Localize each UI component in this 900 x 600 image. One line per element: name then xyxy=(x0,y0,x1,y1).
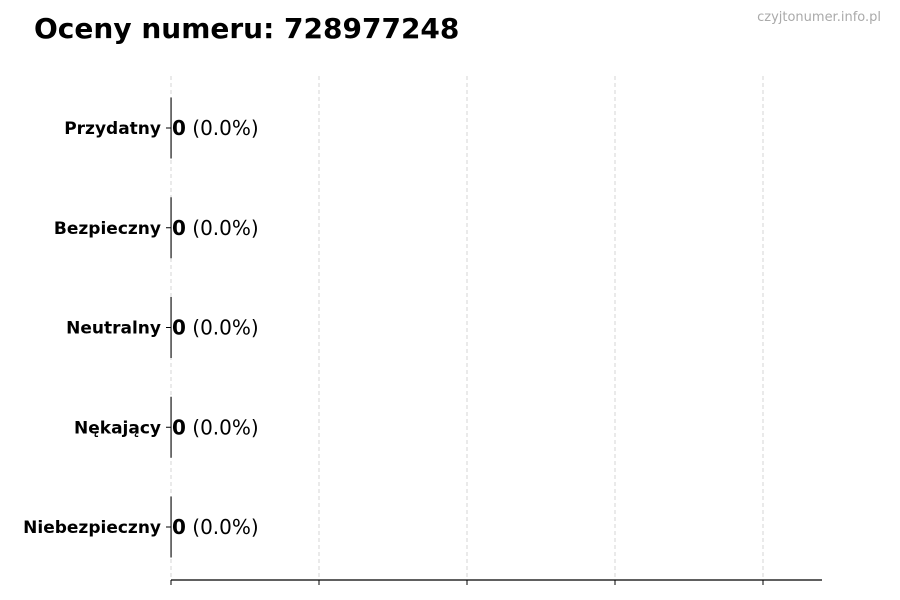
watermark: czyjtonumer.info.pl xyxy=(757,10,881,25)
data-label-value: 0 xyxy=(172,515,186,539)
y-tick-label: Bezpieczny xyxy=(54,219,161,239)
y-tick-label: Neutralny xyxy=(66,319,161,339)
data-label: 0 (0.0%) xyxy=(172,515,259,539)
data-label: 0 (0.0%) xyxy=(172,116,259,140)
data-label-percent: (0.0%) xyxy=(186,515,259,539)
data-label-value: 0 xyxy=(172,316,186,340)
data-label: 0 (0.0%) xyxy=(172,415,259,439)
data-label-percent: (0.0%) xyxy=(186,316,259,340)
data-label-percent: (0.0%) xyxy=(186,415,259,439)
data-label-value: 0 xyxy=(172,415,186,439)
data-label-value: 0 xyxy=(172,116,186,140)
chart-title: Oceny numeru: 728977248 xyxy=(34,12,460,45)
y-tick-label: Nękający xyxy=(74,418,161,438)
data-label-value: 0 xyxy=(172,216,186,240)
data-label: 0 (0.0%) xyxy=(172,316,259,340)
data-label-percent: (0.0%) xyxy=(186,116,259,140)
data-label-percent: (0.0%) xyxy=(186,216,259,240)
data-label: 0 (0.0%) xyxy=(172,216,259,240)
y-tick-label: Przydatny xyxy=(64,119,161,139)
y-tick-label: Niebezpieczny xyxy=(23,518,161,538)
